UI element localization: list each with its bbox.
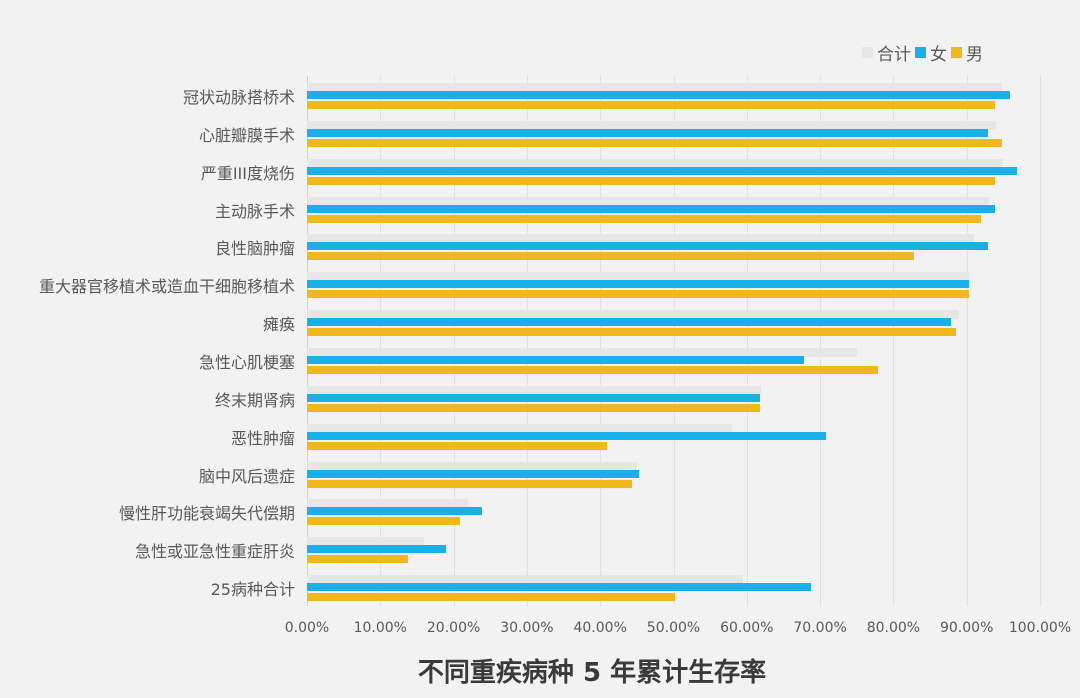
gridline (893, 76, 895, 606)
female-bar (307, 393, 760, 402)
total-bar (307, 120, 997, 130)
male-bar (307, 138, 1002, 147)
legend-label-male: 男 (966, 45, 983, 65)
category-label: 严重III度烧伤 (200, 163, 295, 183)
male-bar (307, 593, 675, 602)
female-bar (307, 355, 804, 364)
category-label: 急性心肌梗塞 (198, 352, 295, 372)
male-bar (307, 441, 607, 450)
male-bar (307, 328, 956, 337)
legend-swatch-total (862, 47, 873, 58)
legend-label-total: 合计 (877, 45, 911, 65)
total-bar (307, 423, 733, 433)
female-bar (307, 318, 952, 327)
x-tick-label: 60.00% (720, 620, 774, 636)
category-label: 冠状动脉搭桥术 (182, 88, 295, 107)
category-label: 心脏瓣膜手术 (198, 125, 295, 145)
male-bar (307, 365, 878, 374)
category-label: 瘫痪 (262, 315, 295, 335)
total-bar (307, 347, 857, 357)
total-bar (307, 158, 1004, 168)
x-tick-label: 10.00% (353, 620, 407, 636)
male-bar (307, 252, 914, 261)
male-bar (307, 403, 760, 412)
chart-legend: 合计 女 男 (862, 40, 987, 65)
chart-title: 不同重疾病种 5 年累计生存率 (0, 652, 1080, 689)
legend-item-male: 男 (951, 40, 983, 65)
total-bar (307, 385, 762, 395)
category-label: 终末期肾病 (214, 390, 295, 410)
category-label: 脑中风后遗症 (198, 466, 295, 486)
total-bar (307, 461, 637, 471)
male-bar (307, 290, 969, 299)
category-label: 良性脑肿瘤 (214, 239, 295, 259)
female-bar (307, 545, 447, 554)
total-bar (307, 537, 425, 547)
x-tick-label: 40.00% (573, 620, 627, 636)
gridline (966, 76, 968, 606)
x-tick-label: 30.00% (500, 620, 554, 636)
category-label: 恶性肿瘤 (230, 428, 295, 448)
total-bar (307, 575, 744, 585)
female-bar (307, 583, 812, 592)
category-label: 重大器官移植术或造血干细胞移植术 (38, 277, 295, 297)
female-bar (307, 91, 1010, 99)
gridline (453, 76, 455, 606)
total-bar (307, 234, 975, 244)
total-bar (307, 83, 1002, 92)
female-bar (307, 128, 988, 137)
female-bar (307, 166, 1018, 175)
male-bar (307, 176, 996, 185)
x-tick-label: 50.00% (646, 620, 701, 636)
y-axis-line (307, 76, 308, 606)
female-bar (307, 507, 483, 516)
female-bar (307, 280, 969, 289)
category-label: 急性或亚急性重症肝炎 (134, 542, 295, 562)
male-bar (307, 555, 409, 564)
male-bar (307, 101, 996, 109)
chart-title-text: 不同重疾病种 5 年累计生存率 (417, 658, 767, 688)
female-bar (307, 431, 826, 440)
gridline (673, 76, 675, 606)
female-bar (307, 204, 996, 213)
gridline (526, 76, 528, 606)
legend-label-female: 女 (930, 45, 947, 65)
female-bar (307, 242, 988, 251)
category-label: 主动脉手术 (214, 201, 295, 221)
total-bar (307, 310, 960, 320)
male-bar (307, 517, 461, 526)
plot-area (307, 76, 1041, 606)
category-label: 25病种合计 (210, 580, 295, 600)
x-tick-label: 80.00% (866, 620, 921, 636)
legend-swatch-female (915, 47, 926, 58)
male-bar (307, 479, 632, 488)
gridline (746, 76, 748, 606)
total-bar (307, 499, 469, 509)
total-bar (307, 196, 989, 206)
legend-item-female: 女 (915, 40, 947, 65)
x-tick-label: 100.00% (1008, 620, 1072, 636)
x-tick-label: 70.00% (793, 620, 847, 636)
gridline (380, 76, 382, 606)
x-tick-label: 90.00% (939, 620, 994, 636)
x-tick-label: 0.00% (284, 620, 330, 636)
legend-item-total: 合计 (862, 40, 911, 65)
gridline (1040, 76, 1041, 606)
total-bar (307, 272, 969, 282)
female-bar (307, 469, 640, 478)
category-label: 慢性肝功能衰竭失代偿期 (118, 504, 295, 524)
gridline (820, 76, 822, 606)
gridline (600, 76, 602, 606)
x-tick-label: 20.00% (426, 620, 481, 636)
legend-swatch-male (951, 47, 962, 58)
male-bar (307, 214, 982, 223)
